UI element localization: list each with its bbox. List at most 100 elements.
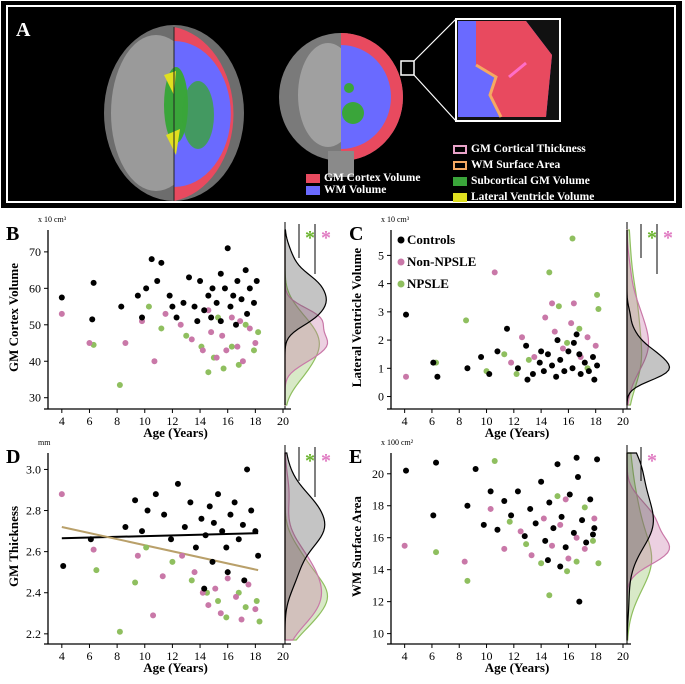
data-point-non-npsle: [233, 593, 239, 600]
data-point-non-npsle: [592, 342, 599, 349]
data-point-non-npsle: [252, 340, 259, 347]
data-point-controls: [60, 563, 67, 570]
swatch-gm-thickness: [453, 144, 467, 154]
x-tick-label: 18: [249, 414, 261, 428]
data-point-controls: [569, 365, 576, 372]
legend-label: GM Cortex Volume: [324, 172, 421, 184]
data-point-npsle: [595, 306, 602, 313]
data-point-controls: [201, 585, 208, 592]
data-point-non-npsle: [223, 347, 230, 354]
data-point-controls: [252, 528, 259, 535]
data-point-npsle: [132, 579, 139, 586]
data-point-controls: [549, 362, 556, 369]
data-point-controls: [90, 279, 97, 286]
data-point-controls: [538, 348, 545, 355]
data-point-non-npsle: [205, 307, 212, 314]
data-point-controls: [529, 370, 536, 377]
data-point-controls: [553, 373, 560, 380]
x-axis-title: Age (Years): [485, 660, 550, 675]
legend-marker-non-npsle: [397, 258, 405, 266]
data-point-npsle: [188, 577, 195, 584]
panel-b-label: B: [6, 223, 19, 245]
data-point-controls: [143, 285, 150, 292]
data-point-non-npsle: [86, 340, 93, 347]
data-point-npsle: [169, 558, 176, 565]
data-point-controls: [234, 278, 241, 285]
data-point-npsle: [576, 325, 583, 332]
data-point-non-npsle: [90, 546, 97, 553]
data-point-controls: [255, 552, 262, 559]
data-point-controls: [523, 342, 530, 349]
data-point-controls: [187, 499, 194, 506]
panel-d-label: D: [6, 446, 20, 468]
data-point-non-npsle: [234, 343, 241, 350]
data-point-non-npsle: [58, 310, 65, 317]
data-point-controls: [158, 259, 165, 266]
x-tick-label: 6: [86, 649, 92, 663]
data-point-controls: [215, 491, 222, 498]
data-point-controls: [558, 513, 565, 520]
data-point-non-npsle: [487, 505, 494, 512]
data-point-controls: [89, 316, 96, 323]
data-point-non-npsle: [58, 491, 65, 498]
x-tick-label: 8: [456, 414, 462, 428]
data-point-npsle: [523, 541, 530, 548]
swatch-wm-volume: [306, 185, 320, 195]
data-point-non-npsle: [238, 616, 245, 623]
data-point-non-npsle: [191, 569, 198, 576]
data-point-controls: [521, 533, 528, 540]
data-point-controls: [250, 299, 257, 306]
data-point-non-npsle: [461, 558, 468, 565]
data-point-controls: [166, 292, 173, 299]
data-point-non-npsle: [245, 581, 252, 588]
data-point-controls: [246, 285, 253, 292]
data-point-npsle: [525, 356, 532, 363]
data-point-controls: [433, 459, 440, 466]
legend-a-item: WM Volume: [306, 184, 420, 196]
x-tick-label: 4: [402, 649, 408, 663]
y-axis-title: Lateral Ventricle Volume: [349, 248, 364, 388]
data-point-controls: [577, 370, 584, 377]
data-point-controls: [173, 314, 180, 321]
data-point-controls: [192, 544, 199, 551]
data-point-npsle: [253, 597, 260, 604]
data-point-npsle: [513, 370, 520, 377]
data-point-controls: [576, 598, 583, 605]
data-point-npsle: [158, 325, 165, 332]
data-point-controls: [570, 339, 577, 346]
data-point-controls: [122, 523, 129, 530]
data-point-non-npsle: [540, 515, 547, 522]
data-point-non-npsle: [159, 573, 166, 580]
data-point-controls: [524, 376, 531, 383]
data-point-controls: [227, 511, 234, 518]
data-point-controls: [494, 526, 501, 533]
density-curve-controls: [284, 229, 327, 405]
y-tick-label: 30: [29, 391, 41, 405]
data-point-non-npsle: [205, 602, 212, 609]
x-tick-label: 20: [617, 649, 629, 663]
data-point-npsle: [183, 332, 190, 339]
data-point-npsle: [242, 604, 249, 611]
legend-marker-npsle: [397, 280, 405, 288]
panel-a-label: A: [16, 19, 31, 41]
data-point-npsle: [256, 618, 263, 625]
y-tick-label: 2.2: [26, 627, 41, 641]
axial-brain-image: [104, 25, 244, 201]
data-point-controls: [583, 539, 590, 546]
data-point-non-npsle: [208, 329, 215, 336]
x-tick-label: 10: [139, 649, 151, 663]
data-point-npsle: [546, 269, 553, 276]
data-point-npsle: [223, 614, 230, 621]
data-point-non-npsle: [528, 552, 535, 559]
data-point-non-npsle: [531, 354, 538, 361]
significance-star: *: [647, 227, 657, 249]
data-point-non-npsle: [491, 269, 498, 276]
panel-e-unit: x 100 cm²: [381, 438, 414, 447]
data-point-controls: [118, 303, 125, 310]
data-point-controls: [198, 515, 205, 522]
data-point-non-npsle: [228, 314, 235, 321]
data-point-controls: [148, 256, 155, 263]
data-point-non-npsle: [591, 515, 598, 522]
data-point-npsle: [220, 365, 227, 372]
data-point-non-npsle: [401, 542, 408, 549]
